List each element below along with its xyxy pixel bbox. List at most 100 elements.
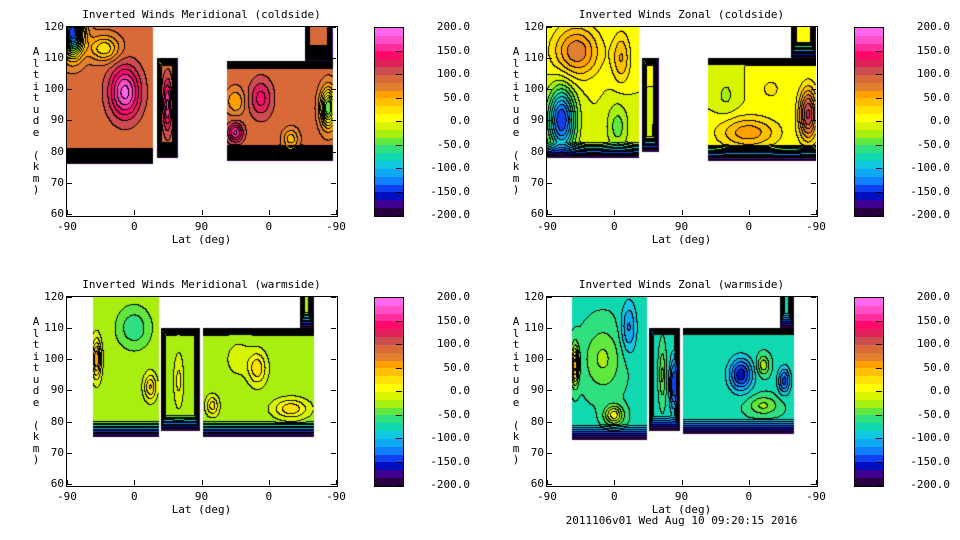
colorbar-label: 50.0 xyxy=(443,360,471,374)
y-tick-mark xyxy=(547,421,552,423)
colorbar-band xyxy=(855,415,883,424)
y-tick-mark xyxy=(331,182,336,184)
colorbar-label: -50.0 xyxy=(916,407,950,421)
colorbar-label: -100.0 xyxy=(430,431,470,444)
y-tick-mark xyxy=(331,328,336,330)
colorbar-tick xyxy=(876,414,882,416)
colorbar-band xyxy=(855,462,883,471)
colorbar-band xyxy=(375,176,403,185)
x-tick-label: 0 xyxy=(130,220,138,233)
x-tick-label: 90 xyxy=(194,220,209,233)
y-tick-label: 60 xyxy=(530,206,544,220)
colorbar-label: -100.0 xyxy=(430,161,470,174)
colorbar-band xyxy=(855,200,883,209)
colorbar-band xyxy=(855,161,883,169)
colorbar-tick xyxy=(876,391,882,392)
colorbar-band xyxy=(375,82,403,91)
y-tick-mark xyxy=(811,58,816,60)
y-tick-mark xyxy=(547,452,552,454)
colorbar xyxy=(854,297,884,487)
colorbar-band xyxy=(375,28,403,36)
y-tick-mark xyxy=(331,213,336,215)
colorbar-band xyxy=(375,59,403,68)
y-axis-label-char: t xyxy=(512,68,520,81)
contour-plot-area xyxy=(67,297,336,485)
y-axis-label-char: d xyxy=(512,384,520,397)
y-axis-label-char: m xyxy=(32,171,40,185)
colorbar-band xyxy=(375,184,403,193)
x-tick-label: -90 xyxy=(326,490,346,503)
x-tick-label: 0 xyxy=(610,490,618,503)
contour-field xyxy=(67,27,336,215)
x-tick-mark xyxy=(134,480,136,485)
x-axis-label: Lat (deg) xyxy=(171,503,232,516)
x-tick-mark xyxy=(816,480,817,485)
colorbar-band xyxy=(375,106,403,115)
colorbar-band xyxy=(855,153,883,162)
y-axis-label-char: e xyxy=(32,125,40,139)
x-tick-label: -90 xyxy=(537,220,557,233)
x-tick-mark xyxy=(268,210,270,215)
colorbar-label: 0.0 xyxy=(930,114,950,127)
y-tick-mark xyxy=(67,182,72,184)
colorbar-band xyxy=(375,305,403,314)
colorbar-tick xyxy=(876,297,882,298)
y-axis-label-char xyxy=(31,408,41,420)
y-tick-label: 60 xyxy=(530,476,544,490)
colorbar-band xyxy=(855,344,883,353)
x-tick-mark xyxy=(614,480,616,485)
colorbar-band xyxy=(855,376,883,385)
y-tick-mark xyxy=(811,452,816,454)
y-tick-label: 120 xyxy=(524,290,544,303)
y-tick-mark xyxy=(547,213,552,215)
colorbar-tick xyxy=(876,367,882,369)
y-tick-label: 100 xyxy=(44,82,64,96)
colorbar-tick xyxy=(396,27,402,28)
y-tick-label: 90 xyxy=(50,113,64,127)
y-axis-label-char: t xyxy=(32,361,40,374)
colorbar-tick xyxy=(876,144,882,146)
y-tick-mark xyxy=(67,390,72,392)
y-tick-mark xyxy=(331,27,336,28)
y-tick-label: 80 xyxy=(530,144,544,158)
y-tick-mark xyxy=(331,359,336,361)
chart-panel: Inverted Winds Zonal (coldside) 60 70 80 90 1… xyxy=(480,0,960,270)
colorbar-band xyxy=(375,446,403,455)
colorbar-label: 150.0 xyxy=(916,313,950,327)
y-tick-mark xyxy=(547,120,552,122)
y-axis-label-char: l xyxy=(32,326,40,340)
colorbar-band xyxy=(375,145,403,154)
colorbar-label: 100.0 xyxy=(436,67,470,80)
y-axis-label-char: i xyxy=(512,349,520,363)
colorbar-band xyxy=(855,82,883,91)
y-axis-label-char: u xyxy=(32,372,40,386)
colorbar-band xyxy=(375,168,403,177)
chart-panel: Inverted Winds Meridional (warmside) 60 70… xyxy=(0,270,480,540)
colorbar-band xyxy=(855,208,883,216)
colorbar-band xyxy=(855,305,883,314)
colorbar-band xyxy=(855,145,883,154)
chart-title: Inverted Winds Zonal (warmside) xyxy=(578,278,785,291)
x-axis-label: Lat (deg) xyxy=(171,233,232,246)
colorbar-tick xyxy=(876,438,882,439)
y-tick-mark xyxy=(811,151,816,153)
y-tick-mark xyxy=(331,390,336,392)
y-tick-mark xyxy=(547,151,552,153)
y-tick-mark xyxy=(811,297,816,298)
colorbar-band xyxy=(855,446,883,455)
colorbar-band xyxy=(375,391,403,400)
colorbar-band xyxy=(375,90,403,99)
colorbar-band xyxy=(855,106,883,115)
colorbar-label: 150.0 xyxy=(916,43,950,57)
colorbar-band xyxy=(375,384,403,392)
y-tick-label: 90 xyxy=(530,113,544,127)
x-tick-mark xyxy=(748,480,750,485)
y-tick-mark xyxy=(67,483,72,485)
y-axis-label-char: k xyxy=(32,160,40,173)
y-tick-mark xyxy=(67,297,72,298)
colorbar-band xyxy=(855,470,883,479)
y-tick-mark xyxy=(331,483,336,485)
colorbar-band xyxy=(855,59,883,68)
y-tick-mark xyxy=(331,151,336,153)
